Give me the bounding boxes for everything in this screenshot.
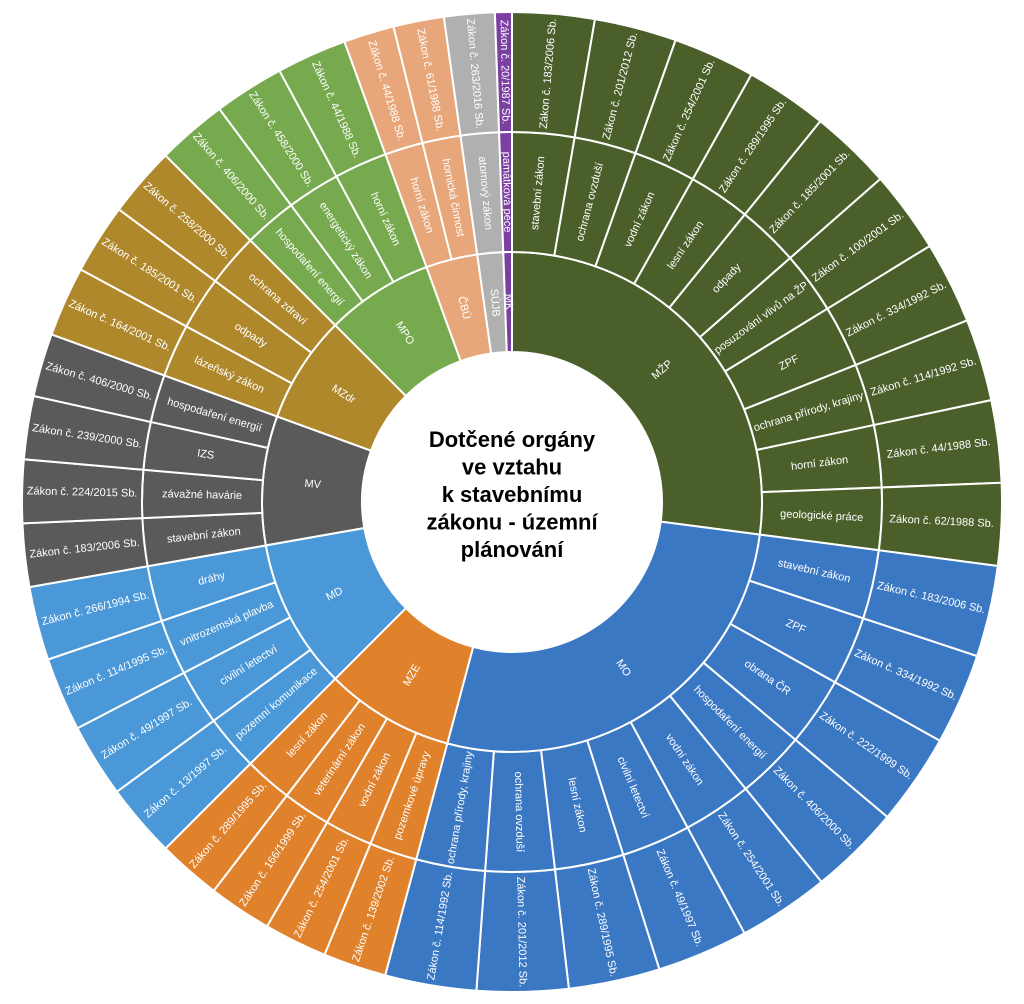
ministry-label-mk: MK xyxy=(502,294,514,311)
center-title-line: plánování xyxy=(461,537,565,562)
center-title-line: k stavebnímu xyxy=(442,482,583,507)
topic-label: ochrana ovzduší xyxy=(512,771,526,852)
topic-label: památková péče xyxy=(500,152,513,233)
ministry-label-mv: MV xyxy=(304,478,322,491)
topic-label: závažné havárie xyxy=(162,488,242,502)
sunburst-chart: MŽPstavební zákonZákon č. 183/2006 Sb.oc… xyxy=(0,0,1024,1004)
center-title-line: Dotčené orgány xyxy=(429,427,596,452)
law-label: Zákon č. 224/2015 Sb. xyxy=(27,485,138,499)
ministry-label-sujb: SÚJB xyxy=(487,288,502,317)
center-title-line: zákonu - územní xyxy=(426,510,598,535)
center-title-line: ve vztahu xyxy=(462,455,562,480)
law-label: Zákon č. 20/1987 Sb. xyxy=(498,20,512,125)
law-label: Zákon č. 201/2012 Sb. xyxy=(514,876,528,987)
